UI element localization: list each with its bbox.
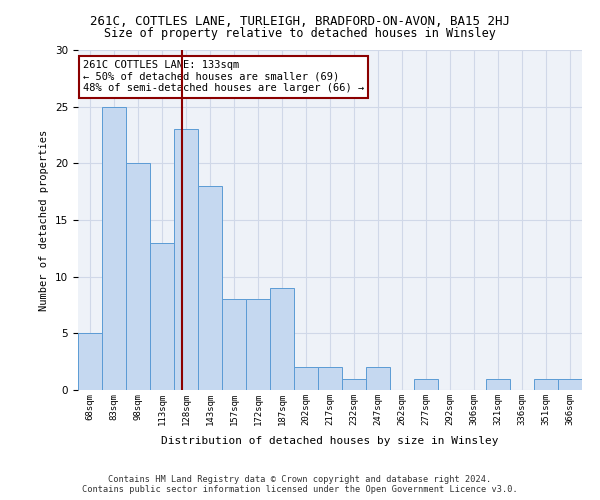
Bar: [198, 186, 222, 390]
Bar: [246, 300, 270, 390]
Bar: [222, 300, 246, 390]
Bar: [126, 164, 150, 390]
Bar: [102, 106, 126, 390]
Bar: [486, 378, 510, 390]
Bar: [78, 334, 102, 390]
Bar: [366, 368, 390, 390]
Bar: [558, 378, 582, 390]
Text: Contains public sector information licensed under the Open Government Licence v3: Contains public sector information licen…: [82, 485, 518, 494]
Bar: [294, 368, 318, 390]
Bar: [174, 130, 198, 390]
X-axis label: Distribution of detached houses by size in Winsley: Distribution of detached houses by size …: [161, 436, 499, 446]
Bar: [150, 242, 174, 390]
Text: 261C, COTTLES LANE, TURLEIGH, BRADFORD-ON-AVON, BA15 2HJ: 261C, COTTLES LANE, TURLEIGH, BRADFORD-O…: [90, 15, 510, 28]
Text: 261C COTTLES LANE: 133sqm
← 50% of detached houses are smaller (69)
48% of semi-: 261C COTTLES LANE: 133sqm ← 50% of detac…: [83, 60, 364, 94]
Y-axis label: Number of detached properties: Number of detached properties: [40, 130, 49, 310]
Text: Contains HM Land Registry data © Crown copyright and database right 2024.: Contains HM Land Registry data © Crown c…: [109, 475, 491, 484]
Bar: [534, 378, 558, 390]
Bar: [342, 378, 366, 390]
Text: Size of property relative to detached houses in Winsley: Size of property relative to detached ho…: [104, 28, 496, 40]
Bar: [414, 378, 438, 390]
Bar: [270, 288, 294, 390]
Bar: [318, 368, 342, 390]
